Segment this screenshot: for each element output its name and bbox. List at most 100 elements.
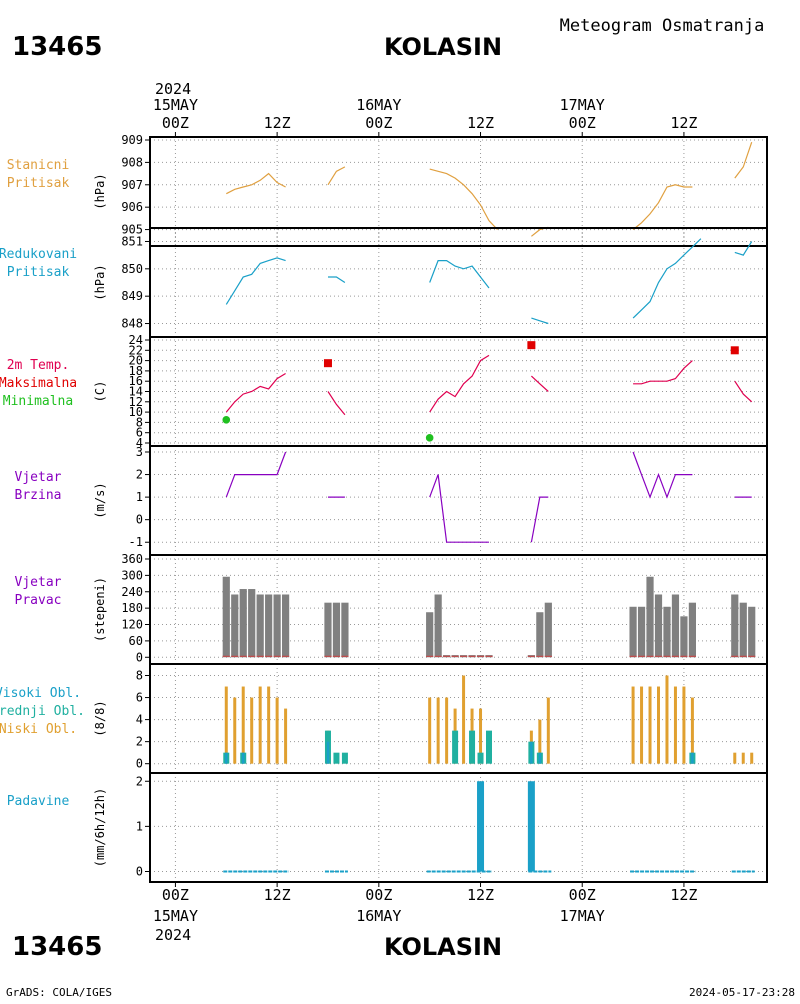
series-line bbox=[530, 375, 549, 392]
unit-label: (hPa) bbox=[93, 173, 107, 209]
y-tick-label: 849 bbox=[121, 289, 143, 303]
series-line bbox=[328, 276, 346, 284]
station-id-top: 13465 bbox=[12, 32, 102, 62]
low-cloud-bar bbox=[733, 752, 737, 764]
wind-direction-bar bbox=[341, 602, 349, 658]
mid-cloud-bar bbox=[486, 730, 492, 764]
max-temp-marker bbox=[527, 341, 536, 350]
low-cloud-bar bbox=[258, 686, 262, 764]
y-tick-label: 907 bbox=[121, 178, 143, 192]
series-line bbox=[632, 184, 693, 231]
series-line bbox=[633, 360, 693, 385]
min-temp-marker bbox=[222, 416, 231, 424]
meteogram-subtitle: Meteogram Osmatranja bbox=[560, 16, 765, 36]
low-cloud-bar bbox=[648, 686, 652, 764]
series-line bbox=[226, 172, 286, 195]
low-cloud-bar bbox=[690, 697, 694, 764]
y-tick-label: 8 bbox=[136, 415, 143, 429]
low-cloud-bar bbox=[250, 697, 254, 764]
series-line bbox=[429, 168, 498, 231]
y-tick-label: 180 bbox=[121, 601, 143, 615]
y-tick-label: 60 bbox=[129, 634, 143, 648]
low-cloud-bar bbox=[224, 686, 228, 764]
panel-label: Redukovani bbox=[0, 247, 77, 262]
wind-direction-bar bbox=[629, 606, 637, 658]
wind-direction-bar bbox=[680, 616, 688, 658]
y-tick-label: 906 bbox=[121, 200, 143, 214]
station-id-bottom: 13465 bbox=[12, 932, 102, 962]
panel-label: Maksimalna bbox=[0, 376, 77, 391]
wind-direction-bar bbox=[544, 602, 552, 658]
series-line bbox=[734, 380, 753, 403]
series-line bbox=[531, 317, 549, 325]
panel-label: Padavine bbox=[7, 794, 70, 809]
y-tick-label: 908 bbox=[121, 155, 143, 169]
y-tick-label: 848 bbox=[121, 317, 143, 331]
y-tick-label: -1 bbox=[129, 535, 143, 549]
low-cloud-bar bbox=[462, 675, 466, 764]
mid-cloud-bar bbox=[477, 752, 484, 764]
y-tick-label: 0 bbox=[136, 650, 143, 664]
y-tick-label: 3 bbox=[136, 445, 143, 459]
series-line bbox=[225, 257, 286, 305]
wind-direction-bar bbox=[536, 612, 544, 658]
series-line bbox=[734, 142, 753, 179]
y-tick-label: 0 bbox=[136, 513, 143, 527]
date-label-top: 16MAY bbox=[356, 96, 401, 114]
series-line bbox=[429, 354, 490, 413]
low-cloud-bar bbox=[428, 697, 432, 764]
y-tick-label: 360 bbox=[121, 552, 143, 566]
high-cloud-bar bbox=[225, 752, 228, 764]
y-tick-label: 4 bbox=[136, 713, 143, 727]
x-tick-label-top: 12Z bbox=[467, 114, 494, 132]
y-tick-label: 6 bbox=[136, 691, 143, 705]
wind-direction-bar bbox=[731, 594, 739, 658]
y-tick-label: 20 bbox=[129, 354, 143, 368]
series-line bbox=[429, 260, 490, 289]
x-tick-label-bottom: 12Z bbox=[264, 886, 291, 904]
wind-direction-bar bbox=[426, 612, 434, 658]
unit-label: (m/s) bbox=[93, 482, 107, 518]
low-cloud-bar bbox=[479, 708, 483, 764]
series-line bbox=[632, 238, 702, 319]
year-label-bottom: 2024 bbox=[155, 926, 191, 944]
panel-label: Visoki Obl. bbox=[0, 686, 81, 701]
precip-bar bbox=[527, 781, 535, 872]
y-tick-label: 6 bbox=[136, 426, 143, 440]
panel-label: Niski Obl. bbox=[0, 722, 77, 737]
series-line bbox=[327, 166, 346, 186]
x-tick-label-bottom: 00Z bbox=[162, 886, 189, 904]
y-tick-label: 1 bbox=[136, 819, 143, 833]
series-line bbox=[225, 372, 286, 413]
mid-cloud-bar bbox=[469, 730, 476, 764]
wind-direction-bar bbox=[332, 602, 341, 658]
station-name-bottom: KOLASIN bbox=[384, 933, 502, 961]
y-tick-label: 10 bbox=[129, 405, 143, 419]
series-line bbox=[225, 451, 287, 498]
y-tick-label: 905 bbox=[121, 223, 143, 237]
high-cloud-bar bbox=[326, 741, 330, 764]
low-cloud-bar bbox=[665, 675, 669, 764]
unit-label: (8/8) bbox=[93, 700, 107, 736]
date-label-bottom: 17MAY bbox=[560, 907, 605, 925]
low-cloud-bar bbox=[538, 719, 542, 764]
low-cloud-bar bbox=[436, 697, 440, 764]
mid-cloud-bar bbox=[333, 752, 340, 764]
mid-cloud-bar bbox=[452, 730, 459, 764]
low-cloud-bar bbox=[445, 697, 449, 764]
panel-frame bbox=[149, 136, 768, 247]
x-tick-label-top: 12Z bbox=[264, 114, 291, 132]
panel-label: Pritisak bbox=[7, 265, 70, 280]
y-tick-label: 14 bbox=[129, 385, 143, 399]
wind-direction-bar bbox=[273, 594, 281, 658]
high-cloud-bar bbox=[530, 741, 533, 764]
mid-cloud-bar bbox=[341, 752, 348, 764]
wind-direction-bar bbox=[434, 594, 442, 658]
x-tick-label-bottom: 12Z bbox=[670, 886, 697, 904]
wind-direction-bar bbox=[231, 594, 239, 658]
panel-frame bbox=[149, 772, 768, 883]
y-tick-label: 2 bbox=[136, 735, 143, 749]
y-tick-label: 16 bbox=[129, 374, 143, 388]
precip-bar bbox=[477, 781, 485, 872]
